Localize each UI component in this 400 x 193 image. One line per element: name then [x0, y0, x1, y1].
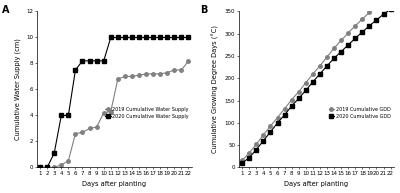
- 2019 Cumulative Water Supply: [80, 131, 85, 134]
- Y-axis label: Cumulative Water Supply (cm): Cumulative Water Supply (cm): [14, 39, 20, 140]
- X-axis label: Days after planting: Days after planting: [82, 181, 146, 187]
- 2019 Cumulative Water Supply: [52, 166, 57, 168]
- 2019 Cumulative GDD: [282, 108, 287, 110]
- Text: B: B: [200, 5, 207, 15]
- 2020 Cumulative Water Supply: [186, 36, 191, 39]
- 2020 Cumulative Water Supply: [80, 60, 85, 62]
- 2019 Cumulative GDD: [339, 39, 344, 42]
- 2020 Cumulative Water Supply: [144, 36, 148, 39]
- 2019 Cumulative Water Supply: [59, 164, 64, 166]
- 2019 Cumulative Water Supply: [179, 69, 184, 71]
- Line: 2019 Cumulative Water Supply: 2019 Cumulative Water Supply: [38, 59, 190, 169]
- 2020 Cumulative Water Supply: [87, 60, 92, 62]
- 2019 Cumulative GDD: [374, 5, 379, 7]
- 2019 Cumulative Water Supply: [137, 74, 142, 76]
- 2020 Cumulative Water Supply: [165, 36, 170, 39]
- 2020 Cumulative Water Supply: [59, 114, 64, 117]
- 2020 Cumulative GDD: [360, 31, 365, 33]
- 2019 Cumulative Water Supply: [94, 126, 99, 128]
- 2019 Cumulative Water Supply: [122, 75, 127, 78]
- 2020 Cumulative Water Supply: [66, 114, 71, 117]
- 2020 Cumulative Water Supply: [172, 36, 177, 39]
- 2019 Cumulative GDD: [332, 47, 336, 49]
- 2019 Cumulative Water Supply: [45, 166, 50, 168]
- 2020 Cumulative GDD: [318, 73, 322, 75]
- 2019 Cumulative GDD: [325, 56, 330, 58]
- 2019 Cumulative Water Supply: [165, 71, 170, 74]
- 2019 Cumulative Water Supply: [108, 110, 113, 113]
- 2020 Cumulative Water Supply: [137, 36, 142, 39]
- 2019 Cumulative GDD: [367, 11, 372, 14]
- 2020 Cumulative GDD: [247, 157, 252, 159]
- 2019 Cumulative Water Supply: [73, 132, 78, 135]
- 2020 Cumulative Water Supply: [101, 60, 106, 62]
- 2019 Cumulative GDD: [240, 159, 245, 162]
- 2019 Cumulative Water Supply: [186, 60, 191, 62]
- 2020 Cumulative GDD: [353, 37, 358, 39]
- 2020 Cumulative GDD: [240, 162, 245, 164]
- 2020 Cumulative Water Supply: [38, 166, 42, 168]
- 2019 Cumulative GDD: [296, 91, 301, 93]
- 2019 Cumulative GDD: [275, 116, 280, 119]
- Text: A: A: [2, 5, 10, 15]
- 2020 Cumulative GDD: [367, 25, 372, 27]
- Legend: 2019 Cumulative Water Supply, 2020 Cumulative Water Supply: 2019 Cumulative Water Supply, 2020 Cumul…: [104, 106, 190, 119]
- 2019 Cumulative GDD: [346, 32, 351, 34]
- 2020 Cumulative GDD: [381, 13, 386, 15]
- 2020 Cumulative Water Supply: [179, 36, 184, 39]
- 2019 Cumulative Water Supply: [144, 73, 148, 75]
- 2020 Cumulative GDD: [374, 19, 379, 21]
- 2019 Cumulative GDD: [268, 125, 273, 127]
- 2020 Cumulative GDD: [388, 8, 393, 10]
- 2020 Cumulative Water Supply: [122, 36, 127, 39]
- 2020 Cumulative GDD: [310, 81, 315, 83]
- 2020 Cumulative GDD: [304, 89, 308, 91]
- 2020 Cumulative Water Supply: [158, 36, 163, 39]
- 2020 Cumulative GDD: [254, 148, 259, 151]
- 2020 Cumulative GDD: [289, 105, 294, 107]
- 2019 Cumulative Water Supply: [66, 160, 71, 162]
- 2020 Cumulative GDD: [296, 97, 301, 100]
- 2020 Cumulative Water Supply: [73, 69, 78, 71]
- 2019 Cumulative GDD: [254, 143, 259, 145]
- 2019 Cumulative Water Supply: [158, 73, 163, 75]
- 2019 Cumulative GDD: [261, 134, 266, 136]
- 2019 Cumulative Water Supply: [38, 166, 42, 168]
- 2019 Cumulative Water Supply: [116, 78, 120, 80]
- 2019 Cumulative GDD: [304, 82, 308, 84]
- 2019 Cumulative Water Supply: [151, 73, 156, 75]
- 2020 Cumulative GDD: [325, 65, 330, 67]
- Legend: 2019 Cumulative GDD, 2020 Cumulative GDD: 2019 Cumulative GDD, 2020 Cumulative GDD: [328, 106, 392, 119]
- 2020 Cumulative GDD: [346, 44, 351, 46]
- 2020 Cumulative Water Supply: [130, 36, 134, 39]
- 2020 Cumulative Water Supply: [52, 152, 57, 154]
- 2020 Cumulative Water Supply: [94, 60, 99, 62]
- 2020 Cumulative Water Supply: [108, 36, 113, 39]
- 2020 Cumulative Water Supply: [45, 166, 50, 168]
- Line: 2019 Cumulative GDD: 2019 Cumulative GDD: [240, 0, 392, 162]
- 2020 Cumulative GDD: [282, 114, 287, 116]
- 2020 Cumulative GDD: [339, 50, 344, 53]
- Line: 2020 Cumulative Water Supply: 2020 Cumulative Water Supply: [38, 36, 190, 169]
- 2019 Cumulative Water Supply: [101, 112, 106, 114]
- 2019 Cumulative GDD: [360, 18, 365, 20]
- 2020 Cumulative GDD: [332, 57, 336, 59]
- 2019 Cumulative Water Supply: [87, 127, 92, 130]
- 2019 Cumulative GDD: [310, 73, 315, 75]
- 2020 Cumulative Water Supply: [151, 36, 156, 39]
- 2019 Cumulative Water Supply: [172, 69, 177, 71]
- 2019 Cumulative GDD: [318, 65, 322, 67]
- Y-axis label: Cumulative Growing Degree Days (°C): Cumulative Growing Degree Days (°C): [212, 25, 219, 153]
- 2019 Cumulative GDD: [289, 99, 294, 101]
- 2019 Cumulative Water Supply: [130, 75, 134, 78]
- 2020 Cumulative GDD: [261, 140, 266, 142]
- 2020 Cumulative GDD: [275, 122, 280, 124]
- 2019 Cumulative GDD: [353, 25, 358, 27]
- 2019 Cumulative GDD: [247, 152, 252, 154]
- Line: 2020 Cumulative GDD: 2020 Cumulative GDD: [240, 8, 392, 165]
- X-axis label: Days after planting: Days after planting: [284, 181, 348, 187]
- 2020 Cumulative GDD: [268, 131, 273, 133]
- 2020 Cumulative Water Supply: [116, 36, 120, 39]
